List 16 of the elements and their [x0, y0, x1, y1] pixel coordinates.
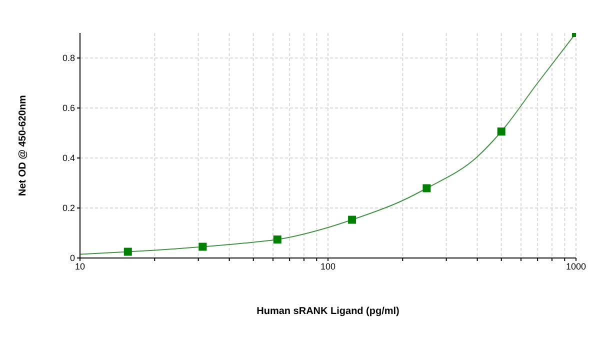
y-tick-label: 0.2: [62, 203, 75, 214]
x-axis-title: Human sRANK Ligand (pg/ml): [256, 306, 400, 317]
point: [422, 184, 431, 192]
point: [348, 216, 356, 224]
point: [198, 242, 207, 251]
y-axis-title: Net OD @ 450-620nm: [18, 94, 29, 196]
x-tick-label: 1000: [566, 261, 586, 272]
y-tick-label: 0.8: [62, 53, 75, 64]
point: [273, 236, 282, 244]
x-tick-label: 10: [74, 261, 86, 272]
point: [497, 128, 506, 136]
x-tick-label: 100: [320, 261, 336, 272]
y-tick-label: 0.4: [62, 153, 75, 164]
y-tick-label: 0.6: [62, 103, 75, 114]
point: [124, 248, 132, 256]
y-tick-label: 0: [70, 253, 75, 264]
